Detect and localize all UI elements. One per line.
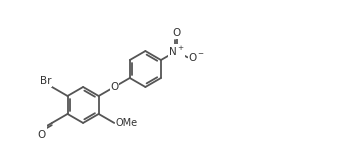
Text: O: O: [173, 28, 181, 38]
Text: O$^-$: O$^-$: [188, 51, 205, 63]
Text: OMe: OMe: [116, 118, 138, 128]
Text: O: O: [110, 82, 118, 92]
Text: Br: Br: [39, 76, 51, 86]
Text: N$^+$: N$^+$: [168, 44, 185, 58]
Text: O: O: [38, 130, 46, 140]
